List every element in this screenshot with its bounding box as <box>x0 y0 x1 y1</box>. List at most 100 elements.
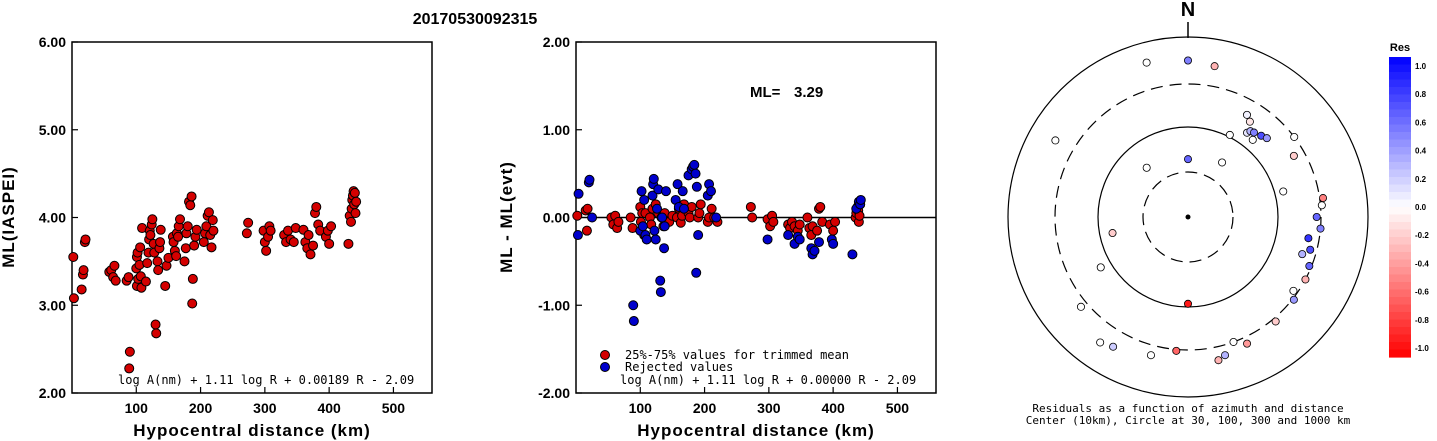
data-point <box>812 225 823 236</box>
y-axis-label: ML - ML(evt) <box>497 161 516 273</box>
colorbar-cell <box>1389 177 1411 186</box>
station-markers <box>1051 56 1328 365</box>
station-marker <box>1317 201 1326 210</box>
colorbar-cell <box>1389 237 1411 246</box>
colorbar-cell <box>1389 229 1411 238</box>
data-point <box>613 216 624 227</box>
x-tick-label: 100 <box>629 400 653 416</box>
formula-label: log A(nm) + 1.11 log R + 0.00000 R - 2.0… <box>620 373 916 387</box>
data-point <box>187 273 198 284</box>
data-point <box>572 230 583 241</box>
data-point <box>160 280 171 291</box>
station-marker <box>1316 224 1325 233</box>
data-points <box>572 159 866 327</box>
colorbar-tick-label: 0.0 <box>1415 203 1427 212</box>
data-point <box>179 256 190 267</box>
data-point <box>639 194 650 205</box>
data-point <box>650 234 661 245</box>
station-marker <box>1225 130 1234 139</box>
data-point <box>241 228 252 239</box>
y-tick-label: -2.00 <box>538 385 570 401</box>
data-point <box>123 272 134 283</box>
ml-value: 3.29 <box>794 84 823 101</box>
legend-label-rejected: Rejected values <box>625 360 733 374</box>
data-point <box>647 190 658 201</box>
colorbar-tick-label: -0.2 <box>1415 231 1429 240</box>
colorbar-cell <box>1389 327 1411 336</box>
y-tick-label: 6.00 <box>39 34 66 50</box>
data-point <box>762 234 773 245</box>
colorbar-cell <box>1389 319 1411 328</box>
caption-line-1: Residuals as a function of azimuth and d… <box>1032 402 1343 415</box>
data-point <box>76 284 87 295</box>
legend-marker-rejected <box>600 362 610 372</box>
data-point <box>324 238 335 249</box>
station-marker <box>1051 136 1060 145</box>
station-marker <box>1142 163 1151 172</box>
colorbar-cell <box>1389 162 1411 171</box>
data-point <box>690 168 701 179</box>
data-point <box>677 186 688 197</box>
colorbar-cell <box>1389 132 1411 141</box>
station-marker <box>1304 234 1313 243</box>
station-marker <box>1210 62 1219 71</box>
station-marker <box>1184 299 1193 308</box>
data-point <box>175 214 185 225</box>
data-point <box>581 225 592 236</box>
x-axis-label: Hypocentral distance (km) <box>637 421 875 440</box>
colorbar-cell <box>1389 199 1411 208</box>
colorbar: 1.0 0.8 0.6 0.4 0.2 0.0 -0.2 -0.4 -0.6 -0.8 -1.0 <box>1389 57 1429 358</box>
data-points <box>68 186 362 374</box>
colorbar-tick-label: 0.2 <box>1415 175 1427 184</box>
data-point <box>124 346 135 357</box>
data-point <box>208 225 219 236</box>
colorbar-cell <box>1389 342 1411 351</box>
y-axis-label: ML(IASPEI) <box>0 166 18 268</box>
data-point <box>672 179 683 190</box>
data-point <box>794 219 805 230</box>
legend-label-trimmed: 25%-75% values for trimmed mean <box>625 348 849 362</box>
data-point <box>206 242 217 253</box>
data-point <box>768 216 779 227</box>
data-point <box>187 298 198 309</box>
data-point <box>135 242 146 253</box>
data-point <box>173 231 184 242</box>
colorbar-cell <box>1389 214 1411 223</box>
colorbar-cell <box>1389 334 1411 343</box>
colorbar-cell <box>1389 147 1411 156</box>
x-tick-label: 400 <box>821 400 845 416</box>
data-point <box>828 225 839 236</box>
station-marker <box>1245 117 1254 126</box>
data-point <box>855 194 866 205</box>
data-point <box>124 363 135 374</box>
ring-30km <box>1142 171 1234 263</box>
data-point <box>185 200 196 211</box>
data-point <box>695 199 706 210</box>
data-point <box>641 234 652 245</box>
data-point <box>684 212 695 223</box>
plot-frame <box>71 41 433 394</box>
colorbar-cell <box>1389 117 1411 126</box>
data-point <box>189 240 200 251</box>
colorbar-cell <box>1389 274 1411 283</box>
data-point <box>326 221 337 232</box>
data-point <box>109 260 120 271</box>
station-marker <box>1172 346 1181 355</box>
colorbar-tick-label: 0.4 <box>1415 147 1427 156</box>
colorbar-tick-label: -1.0 <box>1415 344 1429 353</box>
station-marker <box>1248 135 1257 144</box>
colorbar-cell <box>1389 244 1411 253</box>
data-point <box>809 245 820 256</box>
y-tick-label: 0.00 <box>543 210 570 226</box>
colorbar-cell <box>1389 207 1411 216</box>
colorbar-title: Res <box>1390 42 1410 54</box>
colorbar-cell <box>1389 259 1411 268</box>
data-point <box>655 287 666 298</box>
colorbar-tick-label: 1.0 <box>1415 62 1427 71</box>
x-tick-label: 200 <box>693 400 717 416</box>
colorbar-cell <box>1389 289 1411 298</box>
colorbar-tick-label: 0.6 <box>1415 118 1427 127</box>
data-point <box>155 237 166 248</box>
colorbar-cell <box>1389 192 1411 201</box>
data-point <box>706 186 716 197</box>
